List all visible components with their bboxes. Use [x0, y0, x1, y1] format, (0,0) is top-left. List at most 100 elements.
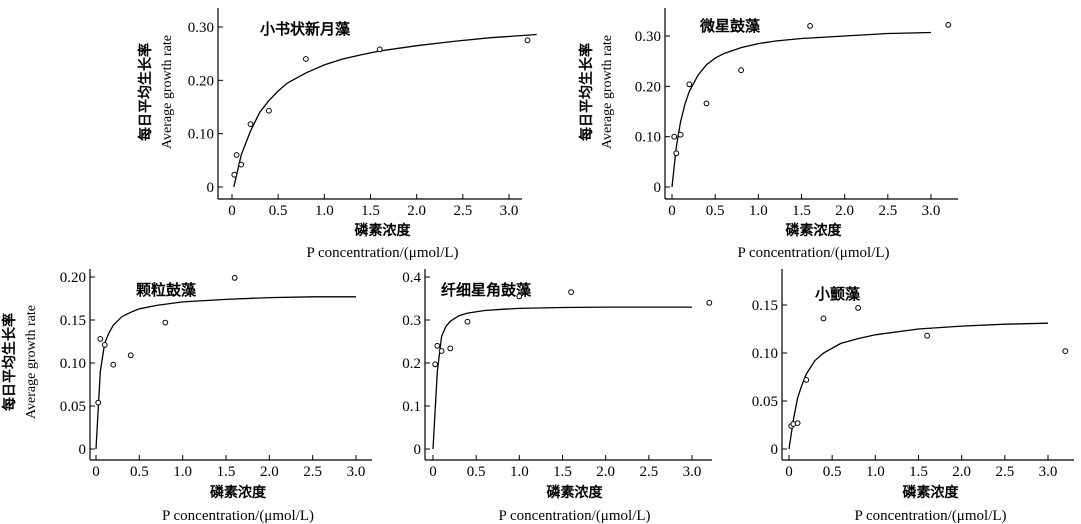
data-point [924, 332, 930, 339]
data-point [820, 315, 827, 322]
chart-panel-4: 0 0.1 0.2 0.3 0.4 0 0.5 1.0 1.5 2.0 2.5 3.0 纤细星角鼓藻磷素… [402, 269, 713, 524]
x-tick-label: 2.5 [878, 203, 897, 219]
x-tick-label: 3.0 [347, 464, 366, 480]
x-tick-label: 0 [785, 464, 793, 480]
x-tick-label: 2.0 [596, 464, 615, 480]
data-point [706, 299, 713, 306]
chart-panel-1: 0 0.10 0.20 0.30 0 0.5 1.0 1.5 2.0 2.5 3.0 小书状新月藻磷素… [137, 8, 537, 261]
x-tick-label: 1.0 [315, 203, 334, 219]
x-tick-label: 0 [668, 203, 676, 219]
x-axis-label-cn: 磷素浓度 [355, 222, 412, 239]
x-axis-label-en: P concentration/(μmol/L) [306, 245, 458, 261]
chart-panel-2: 0 0.10 0.20 0.30 0 0.5 1.0 1.5 2.0 2.5 3.0 微星鼓藻磷素浓度… [578, 8, 958, 261]
y-tick-label: 0.3 [402, 313, 421, 329]
x-tick-label: 0.5 [130, 464, 149, 480]
x-tick-label: 1.0 [749, 203, 768, 219]
fitted-curve [788, 322, 1049, 450]
y-axis-label-cn: 每日平均生长率 [578, 43, 595, 141]
chart-title: 纤细星角鼓藻 [441, 281, 532, 299]
x-tick-label: 3.0 [500, 203, 519, 219]
chart-title: 小书状新月藻 [260, 20, 351, 38]
x-tick-label: 0 [92, 464, 100, 480]
data-point [794, 420, 801, 427]
data-point [524, 37, 531, 44]
y-tick-label: 0.15 [752, 298, 778, 314]
y-tick-label: 0.4 [402, 270, 421, 286]
data-point [803, 377, 810, 383]
fitted-curve [233, 33, 537, 188]
x-axis-label-cn: 磷素浓度 [547, 484, 604, 501]
chart-title: 小颤藻 [815, 285, 861, 303]
data-point [447, 345, 454, 352]
x-tick-label: 0.5 [467, 464, 486, 480]
x-tick-label: 1.5 [792, 203, 811, 219]
x-tick-label: 0.5 [706, 203, 725, 219]
y-tick-label: 0.30 [188, 20, 214, 36]
y-axis-label-en: Average growth rate [160, 35, 175, 149]
data-point [677, 131, 684, 138]
x-tick-label: 2.5 [995, 464, 1014, 480]
x-axis-label-cn: 磷素浓度 [903, 484, 960, 501]
y-tick-label: 0.10 [188, 127, 214, 143]
fitted-curve [432, 306, 692, 450]
data-point [303, 56, 309, 62]
y-tick-label: 0.05 [60, 399, 86, 415]
x-tick-label: 3.0 [1039, 464, 1058, 480]
y-tick-label: 0.15 [60, 313, 86, 329]
data-point [686, 81, 693, 88]
x-tick-label: 2.0 [260, 464, 279, 480]
y-tick-label: 0 [654, 180, 662, 196]
x-tick-label: 2.0 [407, 203, 426, 219]
fitted-curve [95, 296, 356, 450]
chart-title: 微星鼓藻 [699, 17, 761, 35]
chart-panel-3: 0 0.05 0.10 0.15 0.20 0 0.5 1.0 1.5 2.0 2.5 3.0 颗粒鼓藻… [1, 269, 372, 524]
x-axis-label-en: P concentration/(μmol/L) [498, 508, 650, 524]
x-tick-label: 1.0 [510, 464, 529, 480]
x-tick-label: 0 [429, 464, 437, 480]
data-point [807, 23, 813, 29]
data-point [1062, 348, 1069, 355]
x-tick-label: 1.0 [866, 464, 885, 480]
x-tick-label: 2.5 [303, 464, 322, 480]
data-point [703, 100, 710, 107]
y-tick-label: 0 [79, 442, 87, 458]
data-point [464, 318, 471, 325]
y-tick-label: 0.10 [635, 130, 661, 146]
data-point [568, 289, 574, 296]
y-tick-label: 0.30 [635, 29, 661, 45]
y-axis-label-en: Average growth rate [24, 305, 39, 419]
data-point [233, 152, 240, 158]
y-tick-label: 0.1 [402, 399, 421, 415]
x-tick-label: 1.5 [361, 203, 380, 219]
x-tick-label: 3.0 [683, 464, 702, 480]
data-point [376, 46, 383, 53]
y-tick-label: 0 [414, 442, 422, 458]
x-axis-label-en: P concentration/(μmol/L) [162, 508, 314, 524]
data-point [162, 319, 169, 326]
x-tick-label: 1.5 [217, 464, 236, 480]
data-point [438, 348, 445, 354]
chart-title: 颗粒鼓藻 [136, 281, 197, 299]
x-tick-label: 0.5 [269, 203, 288, 219]
x-tick-label: 0 [228, 203, 236, 219]
data-point [671, 133, 678, 140]
data-point [432, 361, 439, 368]
data-point [127, 352, 134, 359]
x-tick-label: 3.0 [922, 203, 941, 219]
x-tick-label: 2.5 [639, 464, 658, 480]
y-tick-label: 0 [207, 180, 215, 196]
data-point [97, 336, 104, 342]
x-axis-label-cn: 磷素浓度 [210, 484, 267, 501]
x-tick-label: 1.0 [173, 464, 192, 480]
y-tick-label: 0.10 [60, 356, 86, 372]
y-tick-label: 0.2 [402, 356, 421, 372]
x-tick-label: 2.0 [835, 203, 854, 219]
data-point [231, 275, 238, 281]
y-tick-label: 0.05 [752, 394, 778, 410]
data-point [945, 22, 952, 28]
y-tick-label: 0.10 [752, 346, 778, 362]
data-point [434, 342, 441, 349]
